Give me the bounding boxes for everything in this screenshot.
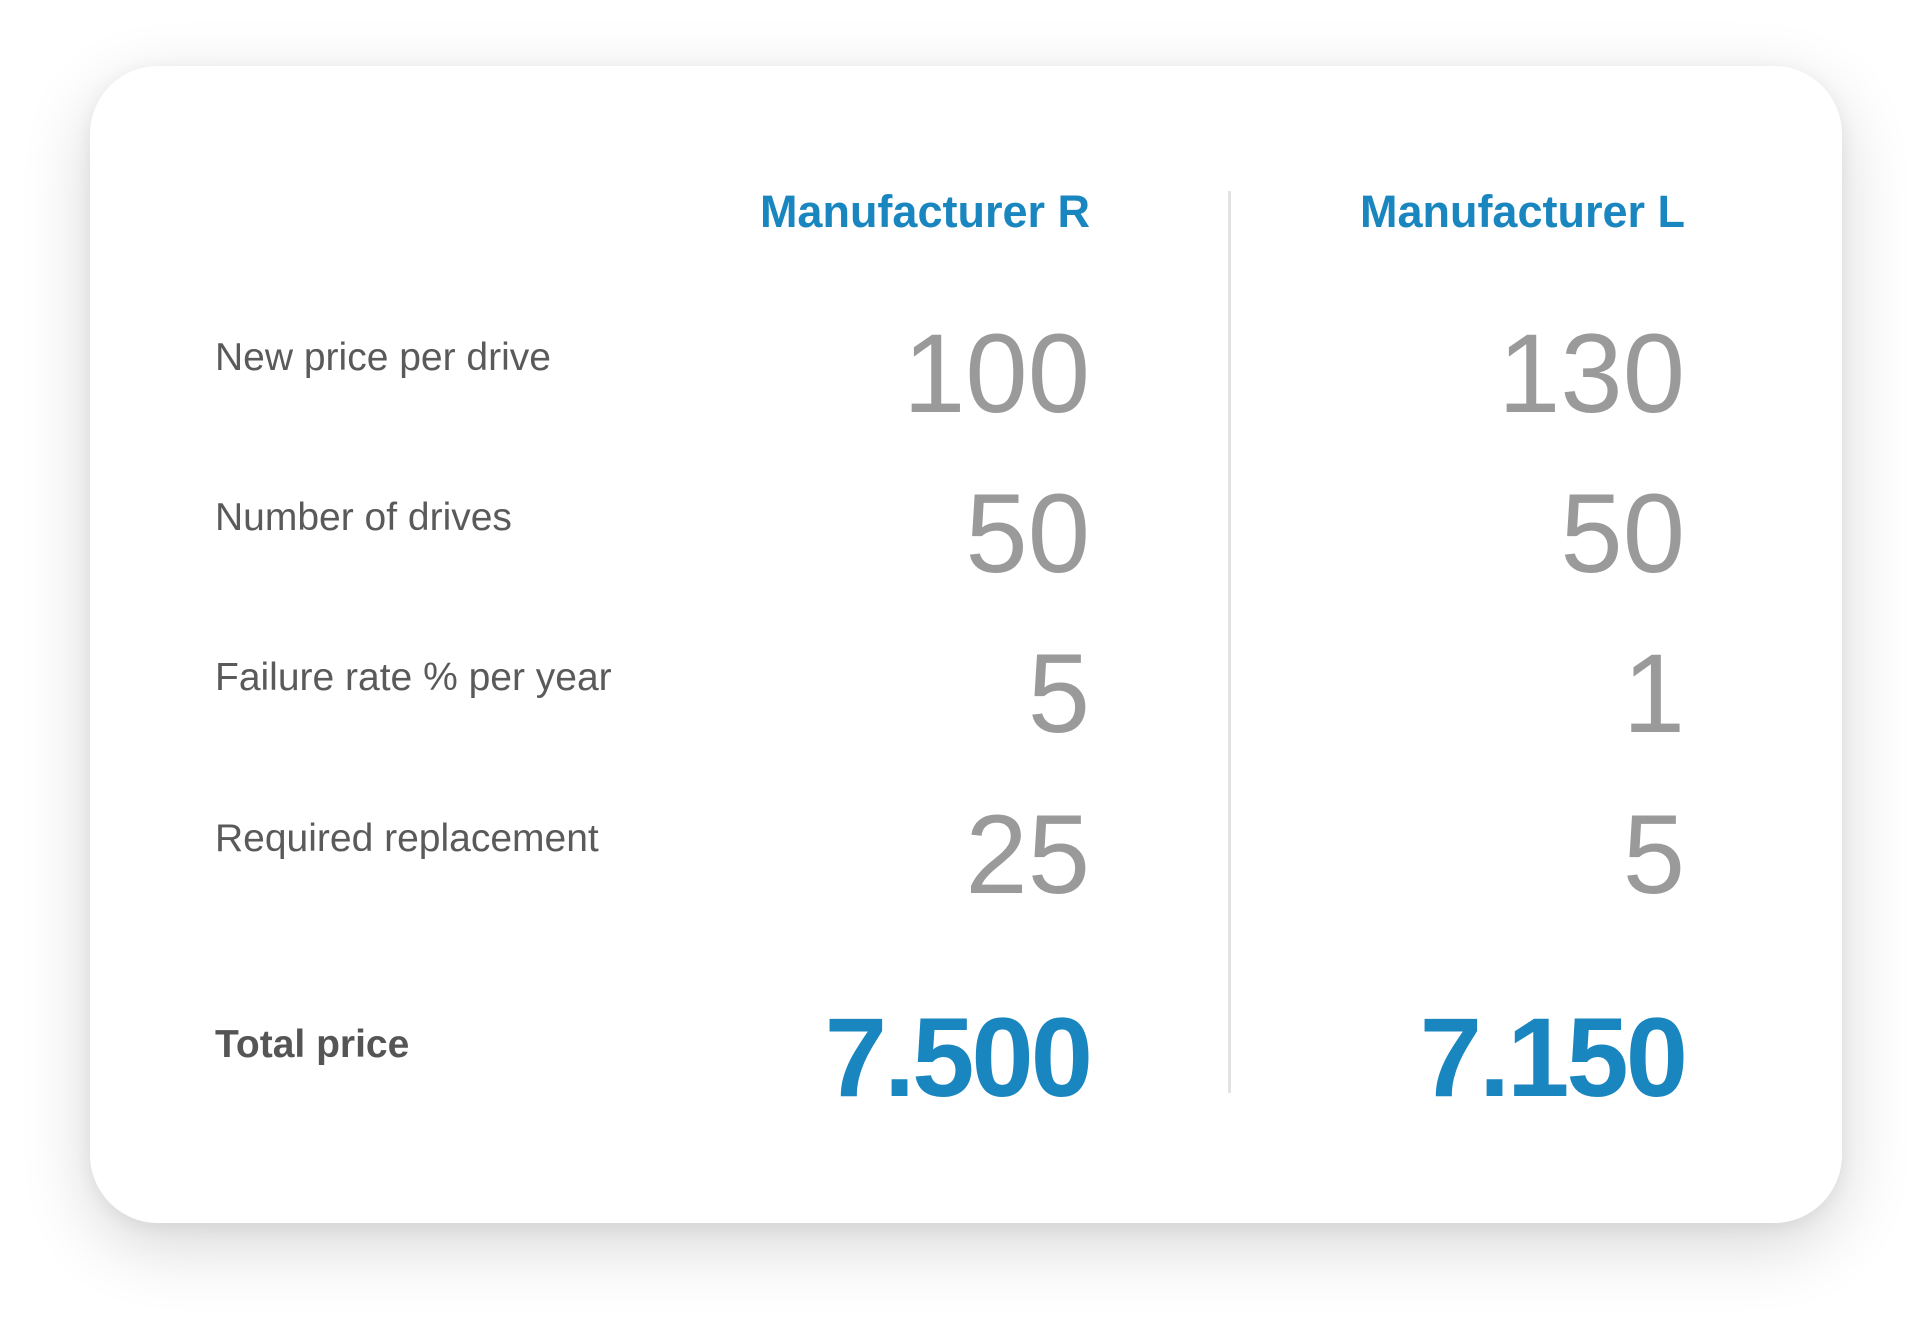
comparison-card: Manufacturer R Manufacturer L New price … xyxy=(90,66,1842,1223)
label-total-price: Total price xyxy=(215,1023,410,1066)
value-l-new-price: 130 xyxy=(1498,311,1685,436)
value-l-failure-rate: 1 xyxy=(1622,631,1685,756)
value-r-number-of-drives: 50 xyxy=(965,471,1090,596)
value-r-total-price: 7.500 xyxy=(824,995,1093,1120)
value-r-failure-rate: 5 xyxy=(1027,631,1090,756)
value-l-total-price: 7.150 xyxy=(1419,995,1688,1120)
header-manufacturer-r: Manufacturer R xyxy=(759,186,1090,237)
value-r-new-price: 100 xyxy=(903,311,1090,436)
label-new-price: New price per drive xyxy=(215,336,551,379)
label-required-replacement: Required replacement xyxy=(215,817,599,860)
label-number-of-drives: Number of drives xyxy=(215,496,512,539)
label-failure-rate: Failure rate % per year xyxy=(215,656,612,699)
column-divider xyxy=(1228,191,1231,1093)
header-manufacturer-l: Manufacturer L xyxy=(1359,186,1685,237)
value-r-required-replacement: 25 xyxy=(965,792,1090,917)
value-l-number-of-drives: 50 xyxy=(1560,471,1685,596)
value-l-required-replacement: 5 xyxy=(1622,792,1685,917)
